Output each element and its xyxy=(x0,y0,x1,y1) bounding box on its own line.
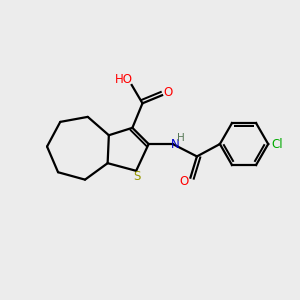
Text: N: N xyxy=(171,138,179,151)
Text: H: H xyxy=(177,133,184,142)
Text: O: O xyxy=(179,175,189,188)
Text: O: O xyxy=(163,86,172,99)
Text: HO: HO xyxy=(115,73,133,86)
Text: S: S xyxy=(133,169,140,183)
Text: Cl: Cl xyxy=(272,138,284,151)
